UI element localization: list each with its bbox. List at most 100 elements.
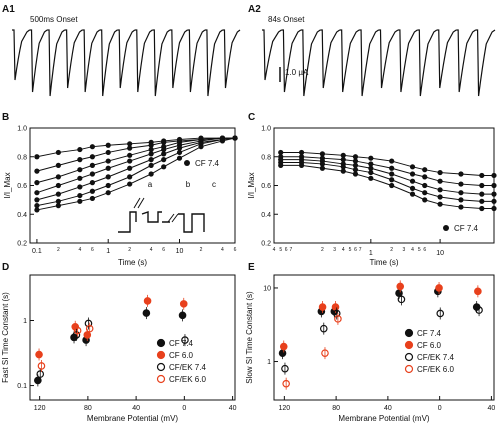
d-y-tick-label: 0.1: [17, 383, 27, 390]
b-data-point: [34, 203, 40, 209]
d-data-point: [84, 319, 93, 328]
d-legend-label: CF/EK 6.0: [169, 375, 206, 384]
c-data-point: [368, 165, 374, 171]
c-x-minor-label: 2: [390, 247, 393, 253]
d-x-tick-label: 80: [84, 405, 92, 412]
b-x-minor-label: 2: [57, 247, 60, 253]
panel-a1-traces: [12, 29, 241, 97]
c-data-point: [368, 155, 374, 161]
b-annotation: a: [148, 180, 153, 189]
b-data-point: [127, 145, 133, 151]
c-x-tick-label: 1: [369, 250, 373, 257]
b-data-point: [77, 184, 83, 190]
e-data-point: [435, 284, 443, 292]
b-series-line: [36, 137, 235, 184]
b-data-point: [55, 203, 61, 209]
a2-sweep: [397, 29, 418, 93]
b-data-point: [161, 139, 167, 145]
c-legend-label: CF 7.4: [454, 224, 479, 233]
a1-sweep: [204, 29, 223, 97]
b-series-line: [36, 137, 236, 201]
e-data-point: [397, 295, 406, 304]
d-plot-frame: [29, 274, 236, 401]
e-data-point: [475, 306, 483, 314]
scale-bar-label: 1.0 µA: [285, 68, 309, 77]
e-x-tick-label: 120: [279, 405, 291, 412]
b-data-point: [77, 157, 83, 163]
b-data-point: [105, 174, 111, 180]
b-data-point: [34, 190, 40, 196]
b-legend-label: CF 7.4: [195, 159, 220, 168]
c-data-point: [340, 164, 346, 170]
e-legend-marker: [404, 364, 414, 374]
d-legend-label: CF 6.0: [169, 351, 194, 360]
b-data-point: [105, 165, 111, 171]
c-y-tick-label: 0.8: [261, 154, 271, 161]
b-data-point: [105, 149, 111, 156]
panel-a2-traces: [262, 29, 496, 97]
c-x-minor-label: 5: [349, 247, 352, 253]
d-legend-marker: [156, 338, 166, 348]
c-data-point: [422, 197, 428, 203]
d-x-axis-label: Membrane Potential (mV): [87, 414, 178, 423]
b-data-point: [55, 174, 61, 180]
b-data-point: [77, 146, 83, 153]
c-data-point: [319, 151, 326, 157]
b-x-minor-label: 4: [150, 247, 153, 253]
a1-sweep: [117, 29, 136, 89]
c-x-minor-label: 5: [418, 247, 421, 253]
b-data-point: [34, 154, 40, 160]
c-data-point: [491, 191, 497, 197]
b-data-point: [148, 162, 154, 168]
e-data-point: [396, 282, 405, 291]
panel-letter-a1: A1: [2, 4, 15, 15]
c-data-point: [389, 177, 395, 183]
b-protocol-break-marks: [133, 197, 179, 223]
c-data-point: [491, 205, 497, 212]
c-x-minor-label: 4: [273, 247, 276, 253]
c-data-point: [458, 181, 464, 187]
c-y-tick-label: 0.6: [261, 183, 271, 190]
panel-letter-b: B: [2, 112, 9, 123]
c-data-point: [352, 154, 359, 160]
c-data-point: [389, 171, 395, 177]
d-data-point: [85, 324, 94, 333]
c-x-minor-label: 7: [359, 247, 362, 253]
d-x-tick-label: 40: [229, 405, 237, 412]
d-y-axis-label: Fast SI Time Constant (s): [1, 292, 10, 383]
b-y-axis-label: I/I_Max: [3, 172, 12, 198]
d-x-tick-label: 0: [182, 405, 186, 412]
c-data-point: [389, 165, 395, 171]
d-data-point: [179, 300, 188, 308]
d-data-point: [72, 331, 81, 339]
c-data-point: [458, 171, 464, 177]
b-data-point: [77, 175, 83, 181]
b-data-point: [148, 142, 154, 148]
e-y-tick-label: 1: [267, 359, 271, 366]
b-data-point: [55, 149, 61, 156]
c-data-point: [278, 162, 284, 168]
c-data-point: [479, 205, 485, 212]
c-series-line: [280, 159, 494, 195]
b-y-tick-label: 0.4: [17, 212, 27, 219]
d-data-point: [71, 322, 80, 331]
b-data-point: [127, 174, 133, 180]
c-data-point: [422, 174, 428, 180]
b-x-minor-label: 2: [128, 247, 131, 253]
b-data-point: [34, 197, 40, 203]
d-legend-marker: [156, 374, 166, 384]
c-data-point: [422, 190, 428, 196]
e-legend-label: CF/EK 6.0: [417, 365, 454, 374]
b-data-point: [105, 142, 111, 148]
b-x-minor-label: 6: [234, 247, 237, 253]
b-data-point: [89, 188, 95, 194]
e-legend-label: CF 7.4: [417, 329, 442, 338]
e-x-tick-label: 0: [438, 405, 442, 412]
c-series-line: [280, 156, 494, 186]
a2-sweep: [262, 29, 282, 81]
b-x-axis-label: Time (s): [118, 258, 147, 267]
c-data-point: [409, 185, 416, 191]
a2-sweep: [281, 29, 302, 93]
d-data-point: [178, 311, 187, 320]
b-x-tick-label: 0.1: [32, 248, 42, 255]
